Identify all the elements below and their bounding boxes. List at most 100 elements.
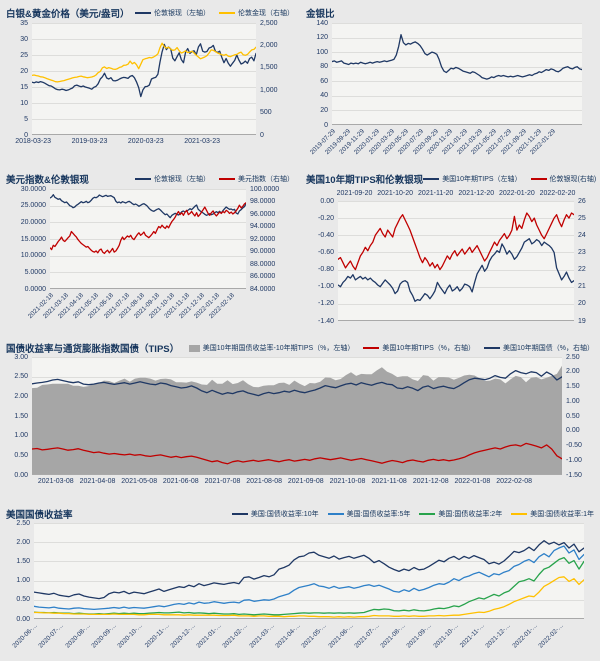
chart-title: 美国国债收益率 [6, 510, 73, 521]
x-tick-label: 2021-06-08 [162, 478, 199, 485]
x-tick-label: 2021-10-… [431, 622, 460, 650]
chart-title: 白银&黄金价格（美元/盎司） [6, 9, 130, 20]
chart-title: 金银比 [306, 9, 335, 20]
plot-svg [32, 23, 256, 135]
y-tick-label: 3.00 [14, 354, 28, 361]
legend-item: 美国:国债收益率:2年 [419, 509, 502, 519]
y-tick-label: 0.00 [14, 472, 28, 479]
x-tick-label: 2021-08-… [379, 622, 408, 650]
x-tick-label: 2021-10-20 [377, 190, 413, 197]
chart-header: 美国10年期TIPS和伦敦银现 美国10年期TIPS（左轴） 伦敦银现(右轴) [306, 170, 596, 188]
y-tick-label: 1.50 [14, 413, 28, 420]
legend-swatch-line [511, 513, 528, 515]
x-tick-label: 2022-02-08 [496, 478, 532, 485]
legend-swatch-line [231, 513, 248, 515]
x-tick-label: 2021-06-… [326, 622, 355, 650]
x-tick-label: 2021-12-20 [458, 190, 495, 197]
y-tick-label: -1.50 [566, 472, 582, 479]
legend-swatch-line [135, 12, 151, 14]
chart-usd-index-silver: 美元指数&伦敦银现 伦敦银现（左轴） 美元指数（右轴） 30.0000 25.000… [6, 170, 294, 329]
legend-label: 伦敦银现(右轴) [549, 176, 597, 183]
y-axis-left: 0.00 -0.20 -0.40 -0.60 -0.80 -1.00 -1.20 -1.40 [306, 198, 334, 325]
x-axis-labels: 2020-06-… 2020-07-… 2020-08-… 2020-09-… 2020… [11, 621, 584, 657]
y-tick-label: 25.0000 [20, 202, 46, 209]
series-line [34, 556, 584, 616]
x-axis-labels: 2019-07-29 2019-09-29 2019-11-29 2020-01-29… [309, 127, 582, 161]
y-tick-label: 20 [578, 300, 586, 307]
x-tick-label: 2021-08-08 [246, 478, 282, 485]
x-tick-label: 2020-09-… [90, 622, 118, 650]
y-tick-label: 1,000 [260, 87, 278, 94]
legend-item: 伦敦银现(右轴) [530, 174, 597, 184]
y-axis-right: 100.0000 98.0000 96.0000 94.0000 92.0000 90.0… [250, 186, 294, 293]
y-tick-label: 10.0000 [20, 252, 46, 259]
series-line [32, 442, 562, 465]
legend-label: 伦敦银现（左轴） [154, 176, 210, 183]
x-tick-label: 2020-08-… [63, 622, 92, 650]
y-tick-label: 0.50 [16, 596, 30, 603]
legend-swatch-line [423, 178, 440, 180]
chart-silver-gold-price: 白银&黄金价格（美元/盎司） 伦敦银现（左轴） 伦敦金现（右轴） 35 30 25 20… [6, 4, 294, 149]
y-tick-label: 1.00 [14, 432, 28, 439]
y-tick-label: 2,000 [260, 42, 278, 49]
x-tick-label: 2022-01-08 [454, 478, 491, 485]
y-tick-label: 84.0000 [250, 286, 276, 293]
y-tick-label: 10 [20, 100, 28, 107]
y-tick-label: 88.0000 [250, 261, 276, 268]
series-line [338, 238, 574, 302]
y-tick-label: 500 [260, 109, 272, 116]
y-tick-label: 21 [578, 283, 586, 290]
chart-plot-area: 30.0000 25.0000 20.0000 15.0000 10.0000 5.000… [6, 186, 294, 329]
y-tick-label: 90.0000 [250, 248, 276, 255]
y-tick-label: 1.00 [16, 577, 30, 584]
y-tick-label: 94.0000 [250, 223, 276, 230]
y-tick-label: 2.00 [566, 368, 580, 375]
x-tick-label: 2021-01-… [195, 622, 223, 650]
series-line [50, 194, 246, 219]
chart-header: 金银比 [306, 4, 594, 22]
legend-label: 美国:国债收益率:2年 [438, 511, 503, 518]
series-line [34, 576, 584, 618]
y-tick-label: 98.0000 [250, 198, 276, 205]
y-tick-label: 20 [20, 68, 28, 75]
legend-label: 美国:国债收益率:10年 [250, 511, 319, 518]
y-tick-label: 0.50 [566, 413, 580, 420]
chart-legend: 美国10年期TIPS（左轴） 伦敦银现(右轴) [423, 174, 596, 184]
y-tick-label: -1.00 [566, 457, 582, 464]
y-tick-label: 0.00 [16, 616, 30, 623]
y-axis-left: 35 30 25 20 15 10 5 0 [6, 20, 28, 139]
legend-item: 伦敦金现（右轴） [219, 8, 294, 18]
x-axis-labels: 2021-03-08 2021-04-08 2021-05-08 2021-06-08… [32, 477, 562, 487]
y-tick-label: 20 [320, 107, 328, 114]
y-tick-label: 100.0000 [250, 186, 280, 193]
y-tick-label: 2.50 [14, 373, 28, 380]
legend-label: 美国10年期TIPS（%，右轴） [382, 345, 475, 352]
y-tick-label: 5 [24, 116, 28, 123]
x-tick-label: 2020-11-… [143, 622, 171, 650]
chart-us-treasury-yields: 美国国债收益率 美国:国债收益率:10年 美国:国债收益率:5年 美国:国债收益率:… [6, 506, 594, 657]
x-tick-label: 2022-01-20 [498, 190, 535, 197]
legend-swatch-line [419, 513, 436, 515]
x-tick-label: 2020-03-23 [127, 138, 164, 145]
y-tick-label: 120 [316, 34, 328, 41]
x-tick-label: 2020-12-… [169, 622, 197, 650]
y-tick-label: 96.0000 [250, 211, 276, 218]
legend-label: 伦敦金现（右轴） [238, 10, 294, 17]
series-line [332, 34, 582, 80]
y-tick-label: 1.00 [566, 398, 580, 405]
x-tick-label: 2021-12-08 [412, 478, 449, 485]
legend-item: 美国:国债收益率:10年 [231, 509, 319, 519]
plot-svg [32, 357, 562, 475]
y-axis-left: 3.00 2.50 2.00 1.50 1.00 0.50 0.00 [6, 354, 28, 479]
x-tick-label: 2022-02-… [537, 622, 565, 650]
x-axis-labels: 2021-09-20 2021-10-20 2021-11-20 2021-12-20… [337, 189, 576, 201]
x-tick-label: 2021-05-… [300, 622, 329, 650]
legend-label: 伦敦银现（左轴） [154, 10, 210, 17]
legend-swatch-line [219, 178, 235, 180]
y-tick-label: 140 [316, 20, 328, 27]
chart-treasury-breakeven-tips: 国债收益率与通货膨胀指数国债（TIPS） 美国10年期国债收益率-10年期TIP… [6, 340, 594, 487]
x-tick-label: 2021-04-08 [79, 478, 116, 485]
legend-swatch-line [219, 12, 235, 14]
x-tick-label: 2020-06-… [11, 622, 39, 650]
y-tick-label: 86.0000 [250, 273, 276, 280]
